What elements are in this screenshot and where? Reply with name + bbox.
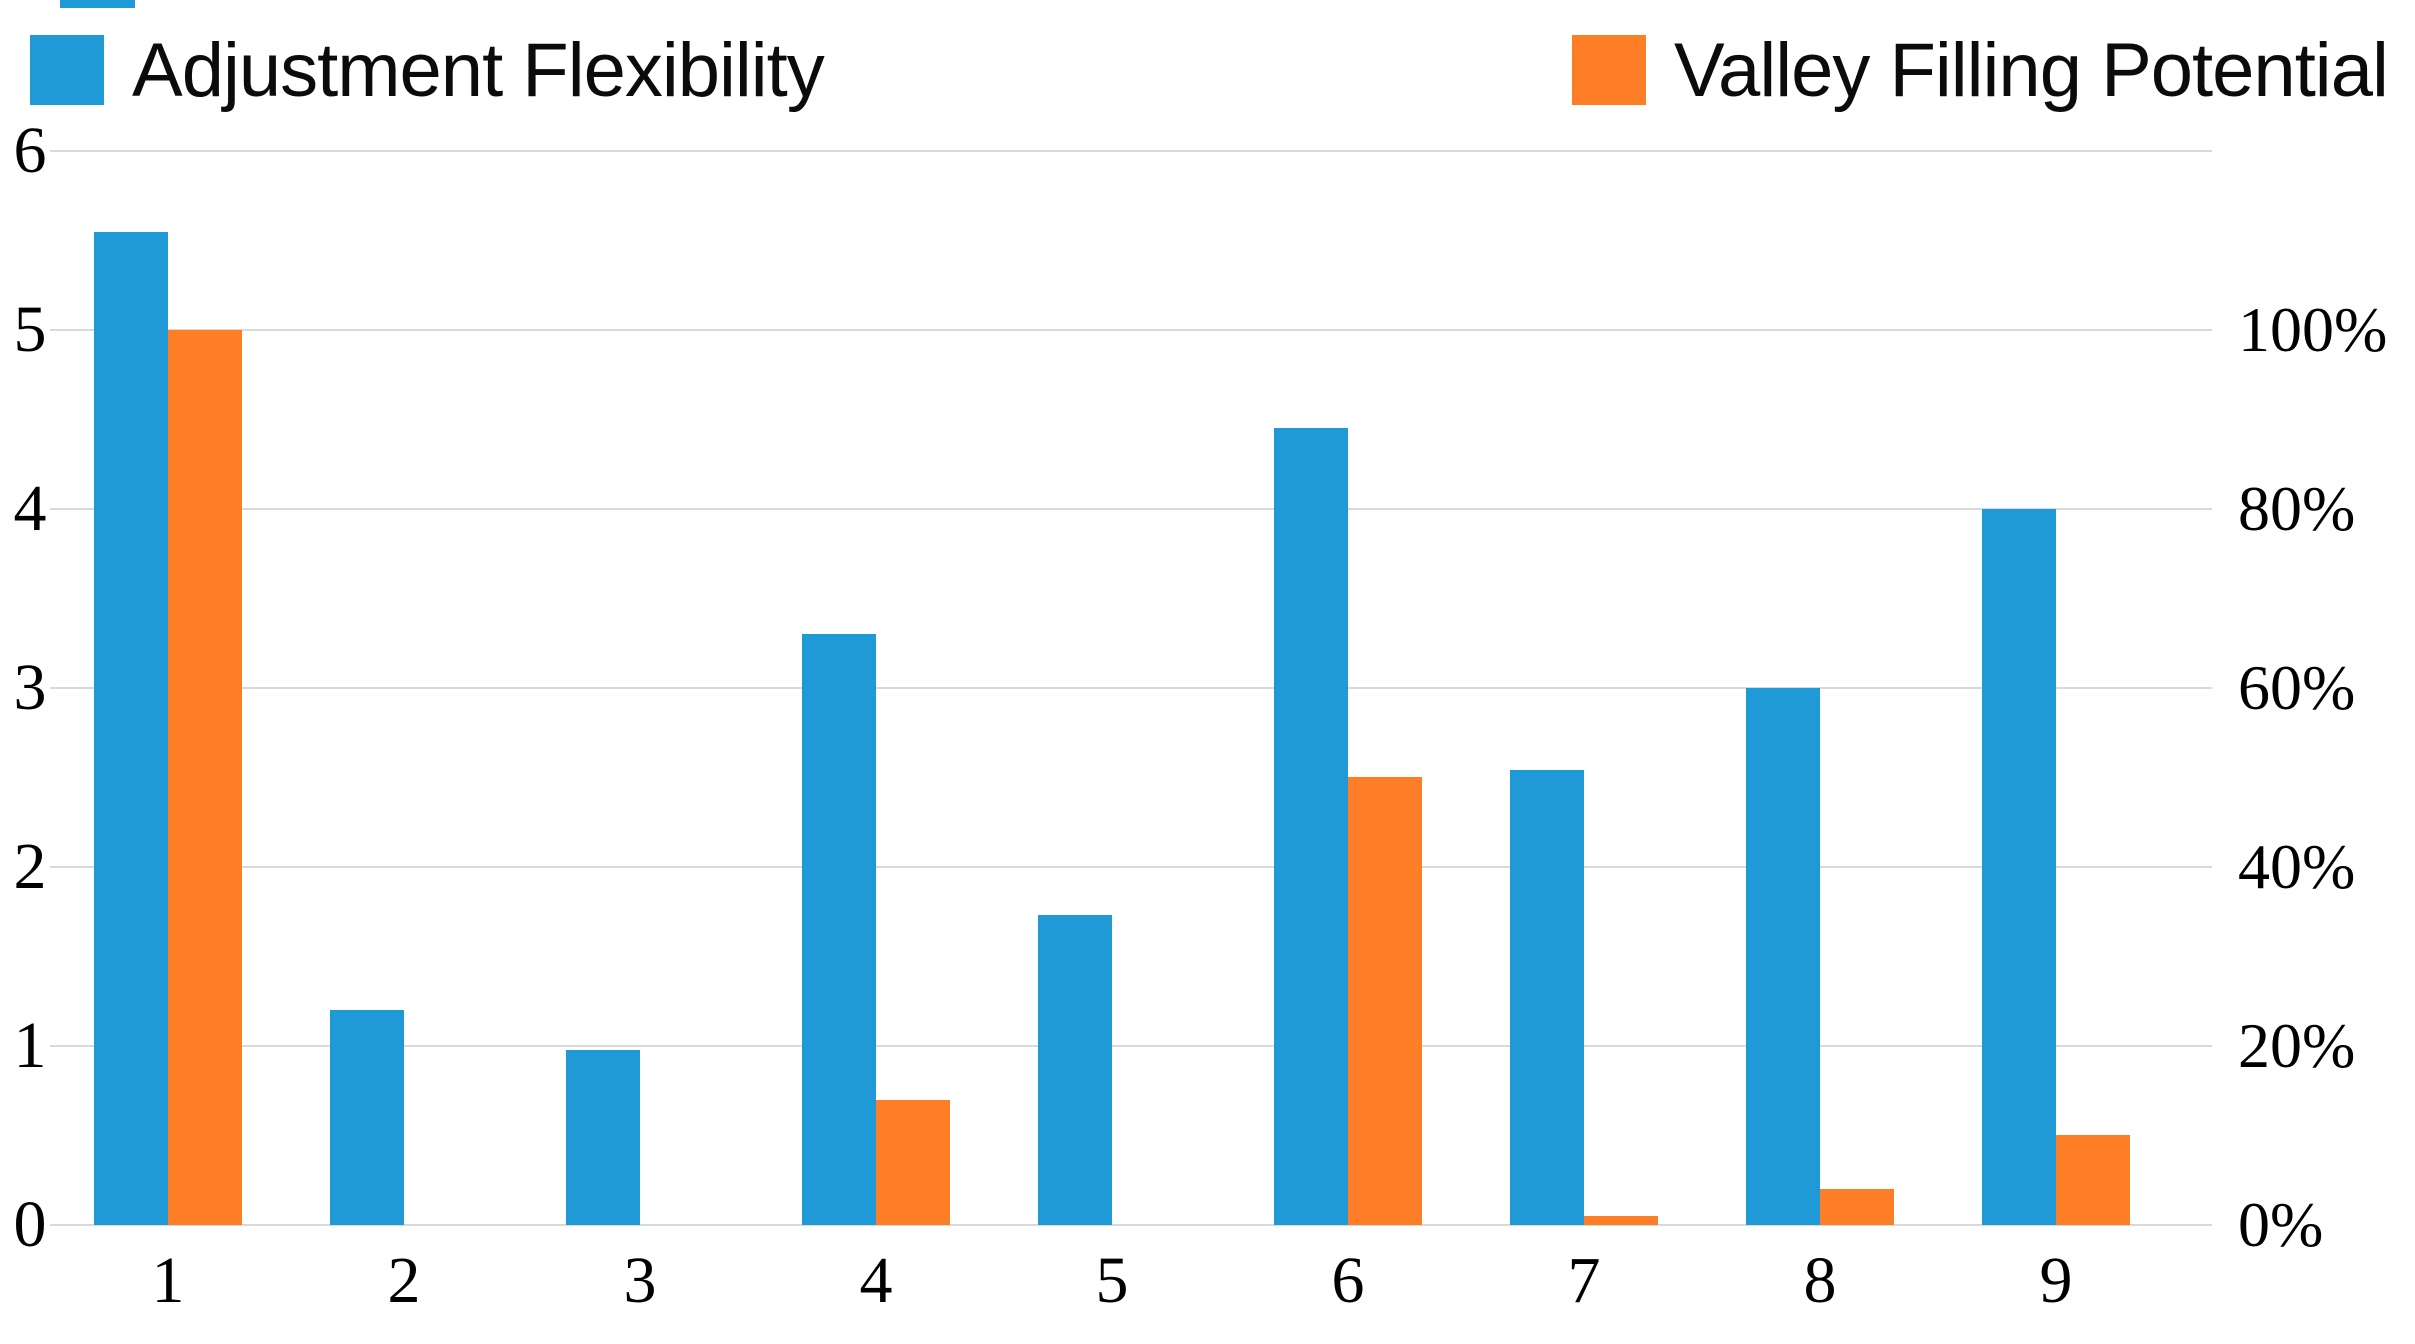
gridline (50, 329, 2212, 331)
y-axis-label-right: 20% (2238, 1010, 2356, 1081)
top-edge-artifact (60, 0, 135, 8)
y-axis-label-right: 40% (2238, 831, 2356, 902)
bar-orange-category-9 (2056, 1135, 2130, 1225)
y-axis-label-left: 0 (13, 1188, 47, 1261)
y-axis-label-right: 0% (2238, 1189, 2324, 1260)
x-axis-label: 6 (1331, 1244, 1365, 1317)
bar-blue-category-5 (1038, 915, 1112, 1225)
x-axis-label: 9 (2039, 1244, 2073, 1317)
y-axis-label-left: 4 (13, 472, 47, 545)
x-axis-label: 2 (387, 1244, 421, 1317)
plot-area (50, 150, 2212, 1226)
bar-orange-category-6 (1348, 777, 1422, 1225)
gridline (50, 150, 2212, 152)
x-axis-label: 8 (1803, 1244, 1837, 1317)
x-axis-label: 4 (859, 1244, 893, 1317)
y-axis-label-left: 3 (13, 651, 47, 724)
gridline (50, 508, 2212, 510)
bar-orange-category-1 (168, 330, 242, 1225)
legend-swatch-orange-icon (1572, 35, 1646, 105)
legend-item-valley-filling-potential: Valley Filling Potential (1572, 0, 2389, 140)
bar-blue-category-4 (802, 634, 876, 1225)
bar-blue-category-8 (1746, 688, 1820, 1225)
y-axis-label-left: 5 (13, 293, 47, 366)
bar-orange-category-4 (876, 1100, 950, 1225)
y-axis-label-right: 100% (2238, 294, 2388, 365)
gridline (50, 687, 2212, 689)
bar-orange-category-8 (1820, 1189, 1894, 1225)
bar-orange-category-7 (1584, 1216, 1658, 1225)
legend-swatch-blue-icon (30, 35, 104, 105)
bar-blue-category-1 (94, 232, 168, 1225)
legend-label-adjustment-flexibility: Adjustment Flexibility (132, 27, 825, 113)
bar-blue-category-6 (1274, 428, 1348, 1225)
y-axis-label-left: 2 (13, 830, 47, 903)
gridline (50, 866, 2212, 868)
y-axis-label-right: 80% (2238, 473, 2356, 544)
bar-blue-category-3 (566, 1050, 640, 1225)
gridline (50, 1224, 2212, 1226)
legend-item-adjustment-flexibility: Adjustment Flexibility (30, 0, 825, 140)
legend-label-valley-filling-potential: Valley Filling Potential (1674, 27, 2389, 113)
bar-blue-category-2 (330, 1010, 404, 1225)
x-axis-label: 5 (1095, 1244, 1129, 1317)
gridline (50, 1045, 2212, 1047)
x-axis-label: 3 (623, 1244, 657, 1317)
x-axis-label: 1 (151, 1244, 185, 1317)
x-axis-label: 7 (1567, 1244, 1601, 1317)
bar-blue-category-9 (1982, 509, 2056, 1225)
bar-blue-category-7 (1510, 770, 1584, 1225)
y-axis-label-right: 60% (2238, 652, 2356, 723)
y-axis-label-left: 6 (13, 114, 47, 187)
y-axis-label-left: 1 (13, 1009, 47, 1082)
